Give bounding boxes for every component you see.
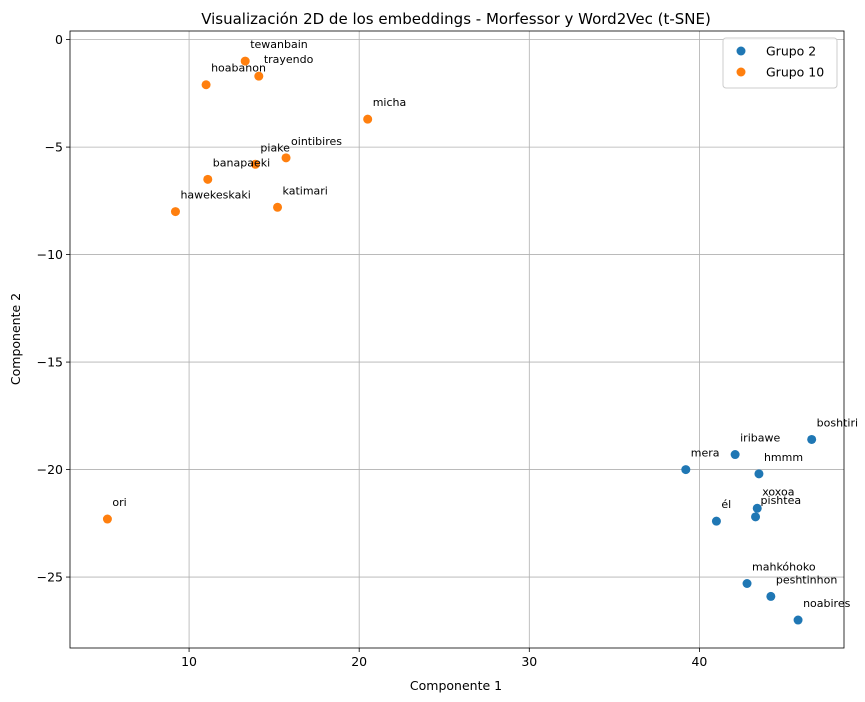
point-label: hmmm [764, 451, 803, 464]
point-label: pishtea [761, 494, 802, 507]
point-label: xoxoa [762, 485, 794, 498]
point-label: mahkóhoko [752, 561, 816, 574]
data-point [807, 434, 817, 444]
x-tick-label: 30 [521, 654, 537, 669]
x-axis-label: Componente 1 [410, 678, 502, 693]
data-point [250, 159, 260, 169]
data-point [681, 465, 691, 475]
point-label: trayendo [264, 53, 314, 66]
plot-frame [69, 30, 845, 649]
data-point [102, 514, 112, 524]
data-point [751, 512, 761, 522]
point-label: katimari [283, 184, 328, 197]
x-axis-ticks: 10 20 30 40 [181, 648, 707, 669]
point-label: banapaeki [213, 156, 270, 169]
data-point [711, 516, 721, 526]
data-point [273, 202, 283, 212]
point-label: boshtiri [817, 416, 858, 429]
y-tick-label: 0 [55, 32, 63, 47]
data-point [281, 153, 291, 163]
legend-label: Grupo 2 [766, 44, 816, 59]
data-point [240, 56, 250, 66]
point-label: piake [260, 141, 290, 154]
point-label: él [721, 498, 731, 511]
legend-label: Grupo 10 [766, 65, 824, 80]
data-point [793, 615, 803, 625]
y-tick-label: −10 [37, 247, 63, 262]
point-label: iribawe [740, 432, 780, 445]
x-tick-label: 10 [181, 654, 197, 669]
grid-lines [70, 31, 844, 648]
y-axis-label: Componente 2 [8, 293, 23, 385]
point-label: mera [691, 447, 720, 460]
x-tick-label: 20 [351, 654, 367, 669]
data-point [203, 174, 213, 184]
point-label: peshtinhon [776, 573, 837, 586]
y-axis-ticks: 0 −5 −10 −15 −20 −25 [37, 32, 70, 585]
point-label: noabires [803, 597, 851, 610]
legend-marker [736, 67, 746, 77]
data-point [201, 80, 211, 90]
data-point [254, 71, 264, 81]
data-point [742, 579, 752, 589]
data-point [766, 591, 776, 601]
point-label: ori [112, 496, 126, 509]
y-tick-label: −15 [37, 355, 63, 370]
point-label: hoabanon [211, 62, 266, 75]
data-point [752, 503, 762, 513]
point-label: hawekeskaki [180, 189, 250, 202]
chart-title: Visualización 2D de los embeddings - Mor… [201, 10, 711, 28]
x-tick-label: 40 [691, 654, 707, 669]
data-point [170, 207, 180, 217]
data-point [754, 469, 764, 479]
point-label: micha [373, 96, 407, 109]
point-label: tewanbain [250, 38, 308, 51]
y-tick-label: −25 [37, 570, 63, 585]
legend-box [722, 37, 838, 89]
y-tick-label: −20 [37, 462, 63, 477]
data-point [363, 114, 373, 124]
legend-marker [736, 46, 746, 56]
data-point [730, 450, 740, 460]
y-tick-label: −5 [45, 140, 63, 155]
point-label: ointibires [291, 135, 342, 148]
legend: Grupo 2 Grupo 10 [722, 37, 838, 89]
data-points [102, 56, 817, 625]
